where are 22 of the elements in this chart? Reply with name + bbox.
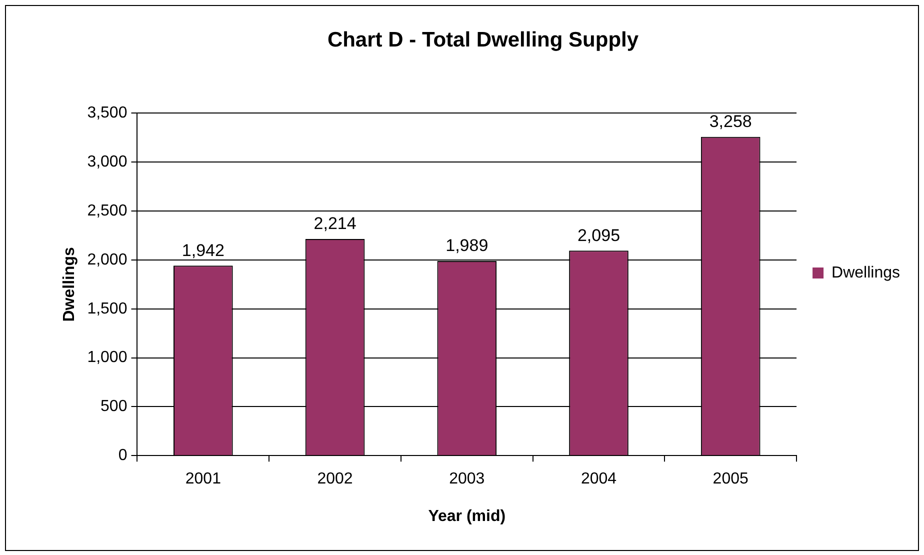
y-tick-label: 1,000 <box>87 349 128 366</box>
y-axis-title: Dwellings <box>61 246 78 322</box>
x-axis-title: Year (mid) <box>428 508 506 525</box>
data-label: 1,942 <box>182 240 224 260</box>
y-tick-label: 500 <box>100 398 128 416</box>
chart-title: Chart D - Total Dwelling Supply <box>327 28 639 52</box>
y-tick-label: 2,000 <box>87 251 128 268</box>
y-tick-label: 2,500 <box>87 202 128 220</box>
data-label: 2,095 <box>577 226 620 245</box>
data-label: 2,214 <box>314 214 356 234</box>
data-label: 3,258 <box>709 112 752 132</box>
x-tick-label: 2003 <box>449 470 485 488</box>
x-tick-label: 2004 <box>580 470 617 488</box>
y-tick-label: 3,500 <box>87 104 128 122</box>
x-tick-label: 2002 <box>317 470 353 488</box>
legend-label: Dwellings <box>832 264 900 282</box>
y-tick-label: 1,500 <box>87 300 128 318</box>
y-tick-label: 0 <box>118 447 128 464</box>
y-tick-label: 3,000 <box>87 154 128 171</box>
data-label: 1,989 <box>446 236 488 256</box>
x-tick-label: 2001 <box>185 470 222 488</box>
x-tick-label: 2005 <box>712 470 748 488</box>
